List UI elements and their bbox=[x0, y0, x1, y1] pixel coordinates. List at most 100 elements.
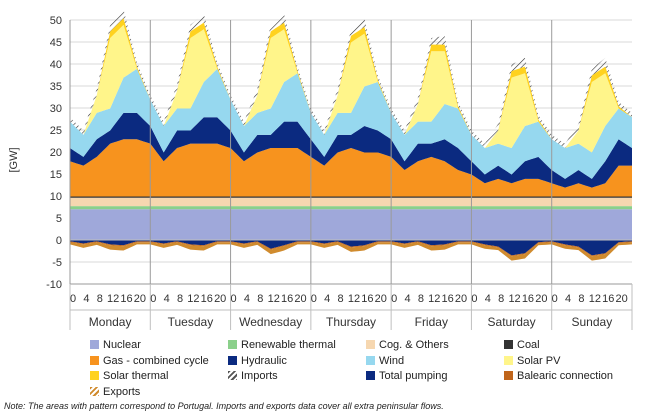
x-tick-label: 16 bbox=[281, 293, 293, 305]
legend-label: Nuclear bbox=[103, 339, 141, 351]
area-imports bbox=[70, 9, 632, 149]
legend-swatch bbox=[228, 371, 237, 380]
x-tick-label: 8 bbox=[177, 293, 183, 305]
x-tick-label: 8 bbox=[257, 293, 263, 305]
x-tick-label: 16 bbox=[442, 293, 454, 305]
x-tick-label: 8 bbox=[418, 293, 424, 305]
legend-item: Coal bbox=[504, 338, 540, 352]
x-tick-label: 16 bbox=[361, 293, 373, 305]
legend-item: Solar PV bbox=[504, 354, 560, 368]
legend-label: Gas - combined cycle bbox=[103, 354, 209, 367]
x-tick-label: 0 bbox=[552, 293, 558, 305]
y-axis-label: [GW] bbox=[8, 147, 20, 172]
day-label: Saturday bbox=[488, 315, 536, 329]
legend-item: Renewable thermal bbox=[228, 338, 336, 352]
x-tick-label: 12 bbox=[348, 293, 360, 305]
legend-label: Hydraulic bbox=[241, 354, 287, 367]
x-tick-label: 12 bbox=[268, 293, 280, 305]
x-tick-label: 4 bbox=[83, 293, 89, 305]
area-gas-combined-cycle bbox=[70, 139, 632, 197]
x-tick-label: 8 bbox=[338, 293, 344, 305]
legend-label: Renewable thermal bbox=[241, 339, 336, 351]
legend-label: Exports bbox=[103, 385, 141, 398]
legend-item: Total pumping bbox=[366, 369, 448, 383]
legend-item: Solar thermal bbox=[90, 369, 168, 383]
y-tick-label: 0 bbox=[56, 235, 62, 247]
day-label: Wednesday bbox=[239, 315, 302, 329]
area-series bbox=[70, 9, 632, 261]
y-tick-label: 40 bbox=[50, 59, 62, 71]
day-label: Thursday bbox=[326, 315, 376, 329]
legend-label: Coal bbox=[517, 339, 540, 351]
x-tick-label: 16 bbox=[602, 293, 614, 305]
legend-label: Cog. & Others bbox=[379, 339, 449, 351]
x-tick-label: 16 bbox=[120, 293, 132, 305]
legend-swatch bbox=[90, 371, 99, 380]
area-exports bbox=[70, 242, 632, 261]
legend-swatch bbox=[90, 340, 99, 349]
y-tick-label: -10 bbox=[46, 279, 62, 291]
legend-label: Balearic connection bbox=[517, 370, 614, 382]
area-hydraulic bbox=[70, 112, 632, 188]
y-tick-label: 10 bbox=[50, 191, 62, 203]
x-tick-label: 0 bbox=[150, 293, 156, 305]
x-tick-label: 12 bbox=[508, 293, 520, 305]
y-tick-label: 15 bbox=[50, 169, 62, 181]
legend-swatch bbox=[366, 371, 375, 380]
area-solar-thermal bbox=[70, 18, 632, 149]
x-tick-label: 0 bbox=[231, 293, 237, 305]
x-tick-label: 4 bbox=[565, 293, 571, 305]
x-tick-label: 12 bbox=[187, 293, 199, 305]
area-solar-pv bbox=[70, 24, 632, 153]
x-tick-label: 0 bbox=[311, 293, 317, 305]
legend-item: Hydraulic bbox=[228, 354, 287, 368]
legend-swatch bbox=[504, 340, 513, 349]
x-tick-label: 8 bbox=[578, 293, 584, 305]
area-total-pumping bbox=[70, 240, 632, 256]
legend-label: Total pumping bbox=[379, 370, 448, 382]
legend-label: Solar PV bbox=[517, 354, 561, 367]
x-tick-label: 20 bbox=[375, 293, 387, 305]
x-tick-label: 20 bbox=[134, 293, 146, 305]
x-tick-label: 16 bbox=[201, 293, 213, 305]
x-tick-label: 20 bbox=[214, 293, 226, 305]
area-renewable-thermal bbox=[70, 206, 632, 210]
day-label: Tuesday bbox=[168, 315, 214, 329]
y-tick-label: 50 bbox=[50, 15, 62, 27]
x-tick-label: 0 bbox=[391, 293, 397, 305]
x-tick-label: 20 bbox=[294, 293, 306, 305]
y-tick-label: 45 bbox=[50, 37, 62, 49]
x-tick-label: 12 bbox=[589, 293, 601, 305]
y-tick-label: 35 bbox=[50, 81, 62, 93]
area-coal bbox=[70, 196, 632, 198]
x-tick-label: 8 bbox=[498, 293, 504, 305]
day-label: Sunday bbox=[572, 315, 613, 329]
legend-label: Wind bbox=[379, 354, 405, 367]
x-tick-label: 12 bbox=[107, 293, 119, 305]
y-tick-label: 20 bbox=[50, 147, 62, 159]
day-label: Monday bbox=[89, 315, 132, 329]
legend-swatch bbox=[228, 355, 237, 365]
legend-swatch bbox=[504, 371, 513, 380]
y-tick-label: -5 bbox=[52, 257, 62, 269]
legend-swatch bbox=[228, 340, 237, 349]
y-tick-label: 25 bbox=[50, 125, 62, 137]
legend-item: Balearic connection bbox=[504, 369, 613, 383]
x-tick-label: 4 bbox=[485, 293, 491, 305]
area-wind bbox=[70, 68, 632, 179]
x-tick-label: 20 bbox=[455, 293, 467, 305]
x-tick-label: 20 bbox=[615, 293, 627, 305]
legend-swatch bbox=[90, 355, 99, 365]
legend-label: Imports bbox=[241, 370, 278, 382]
legend-swatch bbox=[366, 340, 375, 349]
x-tick-label: 0 bbox=[70, 293, 76, 305]
legend-item: Imports bbox=[228, 369, 278, 383]
legend-item: Exports bbox=[90, 385, 140, 399]
area-nuclear bbox=[70, 209, 632, 240]
day-label: Friday bbox=[415, 315, 448, 329]
x-tick-label: 4 bbox=[244, 293, 250, 305]
y-tick-label: 30 bbox=[50, 103, 62, 115]
legend-swatch bbox=[90, 386, 99, 396]
